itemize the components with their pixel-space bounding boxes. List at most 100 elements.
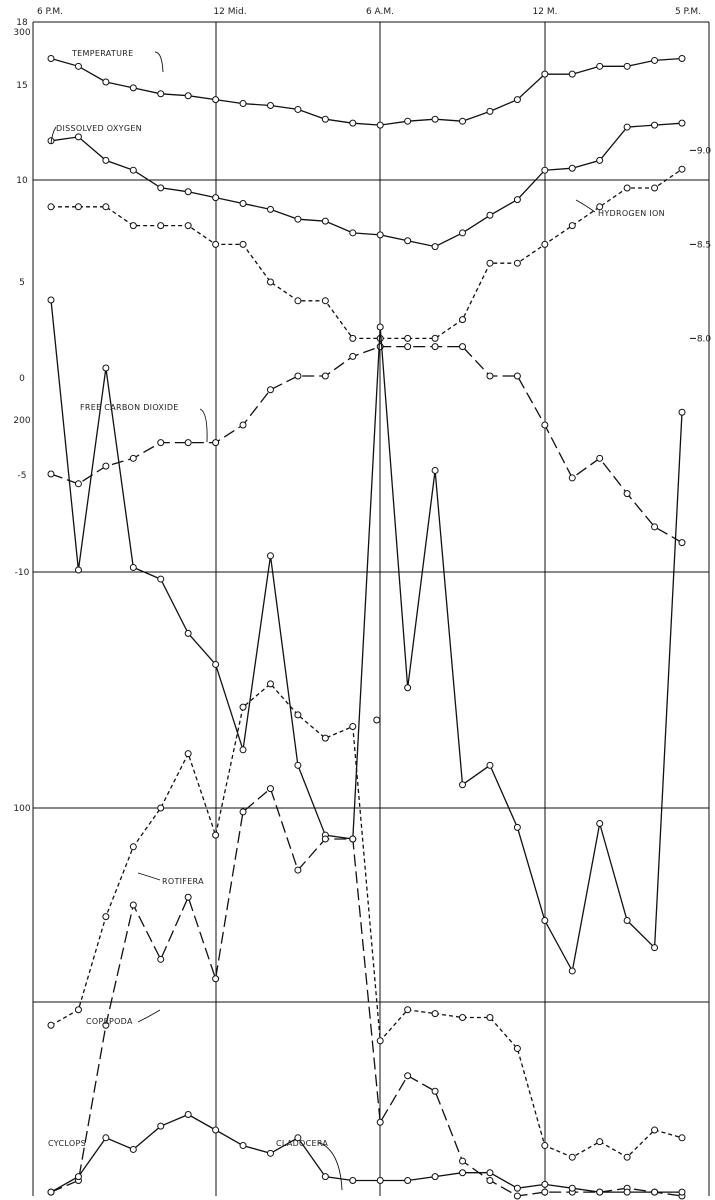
data-point-temperature [459,117,467,125]
data-point-rotifera [404,684,412,692]
data-point-rotifera [596,820,604,828]
data-point-cladocera [266,785,274,793]
data-point-rotifera [129,563,137,571]
data-point-copepoda [349,723,357,731]
data-point-free-carbon-dioxide [513,372,521,380]
data-point-copepoda [212,831,220,839]
data-point-cladocera [376,1118,384,1126]
data-point-hydrogen-ion [266,278,274,286]
data-point-dissolved-oxygen [513,196,521,204]
series-labels: TEMPERATURE DISSOLVED OXYGEN HYDROGEN IO… [48,49,665,1148]
data-point-copepoda [266,680,274,688]
data-point-rotifera [157,575,165,583]
data-point-cladocera [486,1176,494,1184]
data-point-cladocera [294,866,302,874]
data-point-rotifera [74,566,82,574]
data-point-free-carbon-dioxide [486,372,494,380]
y-tick-label: 10 [16,176,28,186]
data-point-hydrogen-ion [184,222,192,230]
data-point-copepoda [678,1134,686,1142]
label-cyclops: CYCLOPS [48,1139,86,1148]
data-point-hydrogen-ion [157,222,165,230]
leader-carbon-dioxide [199,408,208,443]
data-point-cladocera [157,955,165,963]
data-point-temperature [541,70,549,78]
data-point-copepoda [239,703,247,711]
data-point-temperature [678,54,686,62]
label-leaders [50,51,596,1191]
label-copepoda: COPEPODA [86,1017,133,1026]
data-point-free-carbon-dioxide [239,421,247,429]
data-point-hydrogen-ion [74,203,82,211]
label-rotifera: ROTIFERA [162,877,204,886]
data-point-hydrogen-ion [459,316,467,324]
grid [32,21,710,1196]
data-point-copepoda [513,1045,521,1053]
data-point-cyclops [212,1126,220,1134]
data-point-hydrogen-ion [321,297,329,305]
leader-rotifera [137,872,161,881]
data-point-cyclops [486,1169,494,1177]
data-point-copepoda [47,1021,55,1029]
series-line-dissolved-oxygen [50,122,683,248]
y-tick-label: 15 [16,81,27,91]
x-tick-label: 6 A.M. [366,7,394,17]
data-point-temperature [513,96,521,104]
data-point-free-carbon-dioxide [623,490,631,498]
data-point-cyclops [102,1134,110,1142]
series-line-rotifera [50,299,683,973]
data-point-copepoda [129,843,137,851]
data-point-cladocera [129,901,137,909]
data-point-cyclops [266,1149,274,1157]
data-point-hydrogen-ion [568,222,576,230]
data-point-rotifera [102,364,110,372]
data-point-dissolved-oxygen [102,156,110,164]
data-point-dissolved-oxygen [266,205,274,213]
data-point-free-carbon-dioxide [129,454,137,462]
data-point-temperature [239,100,247,108]
data-point-free-carbon-dioxide [459,343,467,351]
y-tick-label: -10 [15,568,30,578]
data-point-dissolved-oxygen [678,119,686,127]
data-point-free-carbon-dioxide [74,480,82,488]
data-point-cyclops [459,1169,467,1177]
data-point-free-carbon-dioxide [102,462,110,470]
data-point-hydrogen-ion [102,203,110,211]
y-tick-label: 18 [16,18,28,28]
data-point-dissolved-oxygen [541,166,549,174]
data-point-free-carbon-dioxide [266,386,274,394]
data-point-copepoda [376,1037,384,1045]
data-point-dissolved-oxygen [431,243,439,251]
data-point-free-carbon-dioxide [651,523,659,531]
data-point-cyclops [513,1184,521,1192]
data-point-cladocera [184,893,192,901]
data-point-cyclops [294,1134,302,1142]
x-tick-label: 5 P.M. [675,7,701,17]
x-tick-label: 6 P.M. [37,7,63,17]
data-point-hydrogen-ion [47,203,55,211]
data-point-hydrogen-ion [129,222,137,230]
data-point-hydrogen-ion [623,184,631,192]
data-point-copepoda [404,1006,412,1014]
data-point-dissolved-oxygen [486,211,494,219]
data-point-hydrogen-ion [212,240,220,248]
data-point-temperature [157,90,165,98]
data-point-cyclops [568,1184,576,1192]
right-tick-label: 8.0 [697,334,712,344]
data-point-hydrogen-ion [678,165,686,173]
data-point-rotifera [459,781,467,789]
data-point-cladocera [212,975,220,983]
data-point-free-carbon-dioxide [568,474,576,482]
series-line-free-carbon-dioxide [50,345,683,544]
data-point-cyclops [129,1145,137,1153]
data-point-temperature [431,115,439,123]
data-point-cyclops [349,1176,357,1184]
data-point-cladocera [321,835,329,843]
data-point-temperature [266,102,274,110]
data-point-hydrogen-ion [349,334,357,342]
data-point-free-carbon-dioxide [404,343,412,351]
data-point-temperature [486,107,494,115]
data-point-dissolved-oxygen [623,123,631,131]
data-point-dissolved-oxygen [157,184,165,192]
data-point-cladocera [349,835,357,843]
